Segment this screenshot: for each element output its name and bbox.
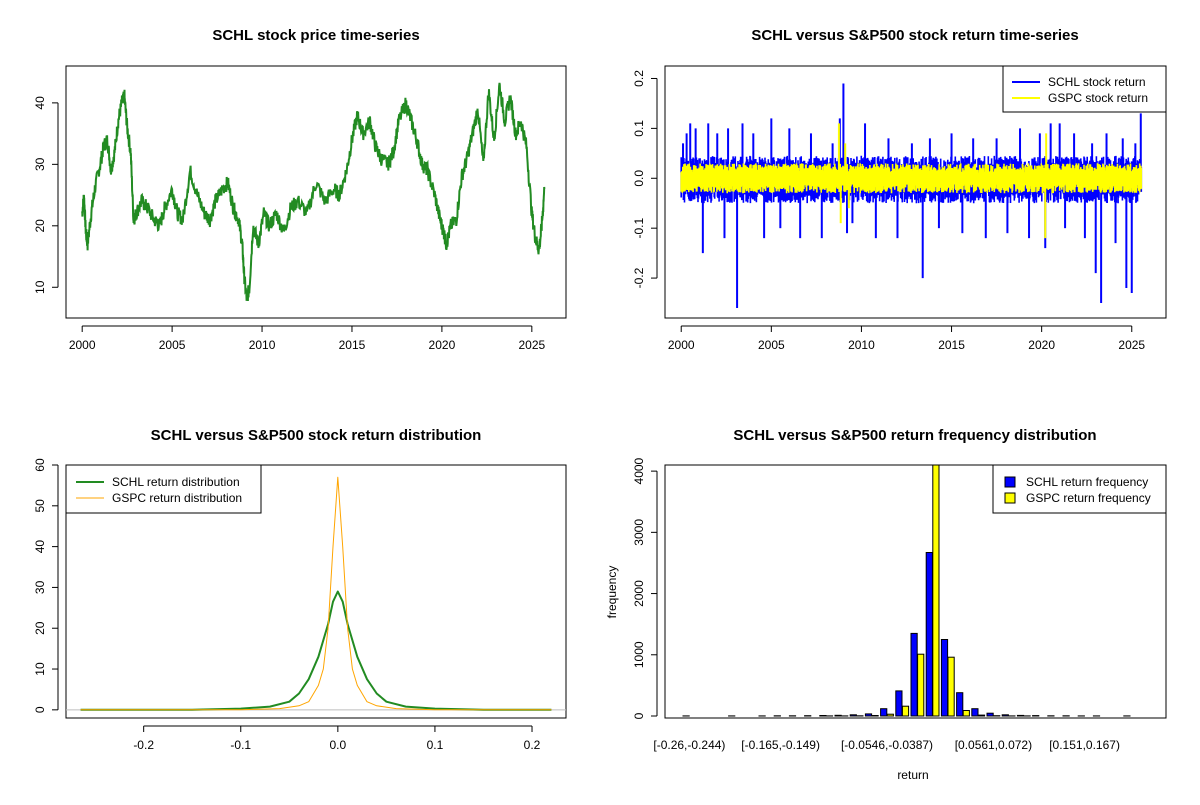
y-tick-label: 0.0 [632, 170, 646, 187]
x-tick-label: [-0.26,-0.244) [653, 738, 725, 752]
schl-frequency-bar [820, 716, 826, 717]
x-tick-label: 2010 [249, 338, 276, 352]
x-tick-label: 2005 [159, 338, 186, 352]
schl-frequency-bar [957, 693, 963, 716]
x-tick-label: 2020 [1028, 338, 1055, 352]
return-timeseries-chart: SCHL versus S&P500 stock return time-ser… [632, 27, 1166, 352]
y-tick-label: 30 [33, 580, 47, 594]
x-tick-label: -0.1 [230, 738, 251, 752]
return-frequency-chart: SCHL versus S&P500 return frequency dist… [605, 427, 1166, 782]
x-tick-label: 2015 [339, 338, 366, 352]
y-tick-label: -0.1 [632, 218, 646, 239]
schl-density-curve [81, 592, 552, 710]
legend-label-schl: SCHL return distribution [112, 475, 240, 489]
x-tick-label: 2005 [758, 338, 785, 352]
y-tick-label: 10 [33, 662, 47, 676]
legend-label-gspc: GSPC return frequency [1026, 491, 1151, 505]
chart-title: SCHL versus S&P500 stock return distribu… [151, 427, 482, 444]
x-tick-label: 2025 [1118, 338, 1145, 352]
gspc-return-series [681, 123, 1141, 238]
legend: SCHL return frequency GSPC return freque… [993, 465, 1166, 513]
y-axis-label: frequency [605, 566, 619, 619]
y-tick-label: 30 [33, 157, 47, 171]
x-tick-label: 0.2 [524, 738, 541, 752]
x-axis-label: return [897, 768, 928, 782]
y-tick-label: 0.2 [632, 70, 646, 87]
gspc-frequency-bar [872, 716, 878, 717]
legend-swatch-gspc [1005, 493, 1015, 503]
chart-title: SCHL versus S&P500 stock return time-ser… [751, 27, 1078, 44]
chart-title: SCHL versus S&P500 return frequency dist… [733, 427, 1096, 444]
schl-frequency-bar [987, 713, 993, 716]
y-tick-label: 1000 [632, 641, 646, 668]
x-tick-label: 2020 [429, 338, 456, 352]
schl-frequency-bar [1002, 715, 1008, 716]
schl-frequency-bar [835, 715, 841, 716]
y-tick-label: 20 [33, 621, 47, 635]
legend-label-gspc: GSPC stock return [1048, 91, 1148, 105]
x-tick-label: [0.0561,0.072) [955, 738, 1032, 752]
price-series-line [82, 83, 544, 301]
y-tick-label: 3000 [632, 519, 646, 546]
y-tick-label: 40 [33, 540, 47, 554]
gspc-frequency-bar [918, 654, 924, 716]
x-tick-label: [-0.165,-0.149) [741, 738, 820, 752]
return-distribution-chart: SCHL versus S&P500 stock return distribu… [33, 427, 566, 752]
legend-label-schl: SCHL stock return [1048, 75, 1146, 89]
y-tick-label: 0.1 [632, 120, 646, 137]
gspc-frequency-bar [933, 465, 939, 716]
x-tick-label: 2025 [518, 338, 545, 352]
schl-frequency-bar [941, 640, 947, 717]
x-tick-label: 0.1 [427, 738, 444, 752]
gspc-frequency-bar [963, 711, 969, 717]
y-tick-label: 20 [33, 219, 47, 233]
legend-box [993, 465, 1166, 513]
y-tick-label: -0.2 [632, 267, 646, 288]
x-tick-label: [-0.0546,-0.0387) [841, 738, 933, 752]
x-tick-label: 2000 [69, 338, 96, 352]
x-tick-label: [0.151,0.167) [1049, 738, 1120, 752]
y-tick-label: 0 [632, 712, 646, 719]
y-tick-label: 10 [33, 280, 47, 294]
legend-box [66, 465, 261, 513]
schl-frequency-bar [972, 709, 978, 716]
gspc-frequency-bar [887, 714, 893, 716]
schl-frequency-bar [926, 553, 932, 717]
schl-frequency-bar [865, 714, 871, 716]
chart-title: SCHL stock price time-series [212, 27, 419, 44]
x-tick-label: 2015 [938, 338, 965, 352]
y-tick-label: 0 [33, 706, 47, 713]
y-tick-label: 4000 [632, 457, 646, 484]
legend-swatch-schl [1005, 477, 1015, 487]
x-tick-label: 0.0 [330, 738, 347, 752]
schl-return-series [681, 83, 1141, 308]
legend-box [1003, 66, 1166, 112]
y-tick-label: 2000 [632, 580, 646, 607]
legend-label-gspc: GSPC return distribution [112, 491, 242, 505]
schl-frequency-bar [881, 709, 887, 716]
legend: SCHL return distribution GSPC return dis… [66, 465, 261, 513]
schl-frequency-bar [896, 691, 902, 716]
schl-frequency-bar [911, 633, 917, 716]
y-tick-label: 60 [33, 458, 47, 472]
gspc-frequency-bar [948, 657, 954, 716]
schl-frequency-bar [1017, 715, 1023, 716]
x-tick-label: 2000 [668, 338, 695, 352]
y-tick-label: 40 [33, 96, 47, 110]
legend-label-schl: SCHL return frequency [1026, 475, 1148, 489]
y-tick-label: 50 [33, 499, 47, 513]
schl-frequency-bar [850, 715, 856, 716]
gspc-frequency-bar [978, 715, 984, 716]
x-tick-label: -0.2 [133, 738, 154, 752]
legend: SCHL stock return GSPC stock return [1003, 66, 1166, 112]
x-tick-label: 2010 [848, 338, 875, 352]
gspc-frequency-bar [902, 706, 908, 716]
